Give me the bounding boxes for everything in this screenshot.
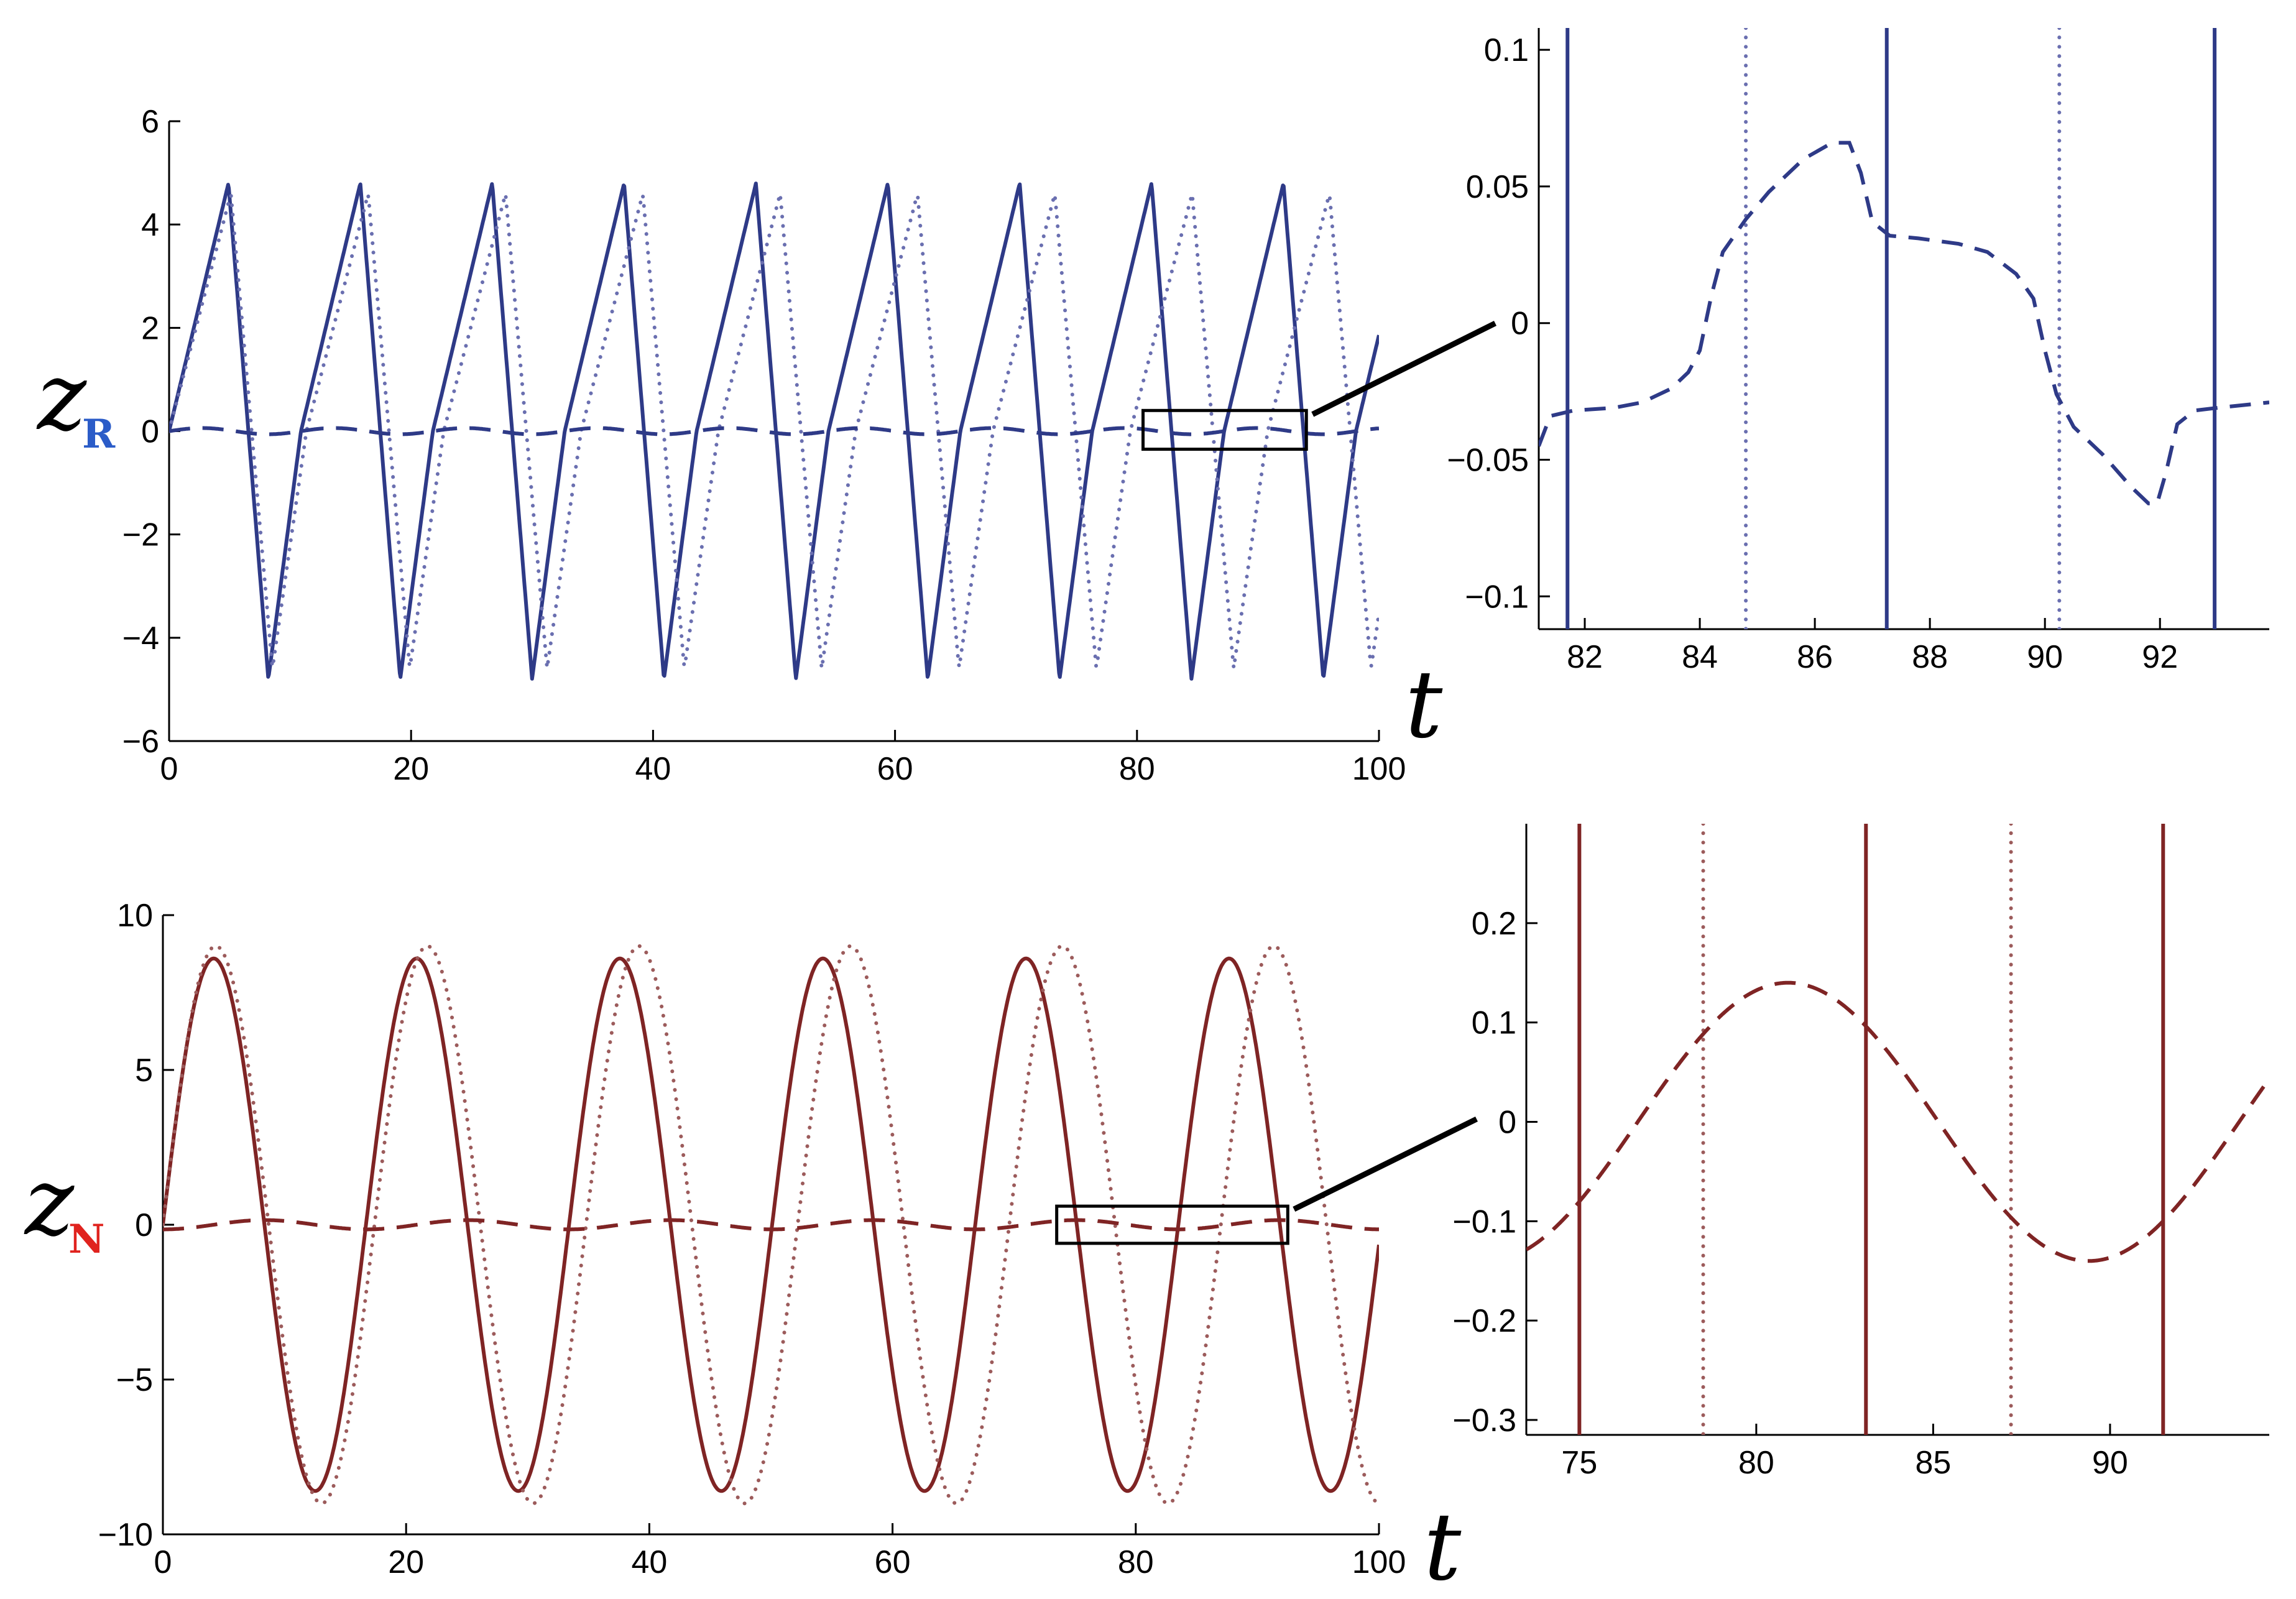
plot-area <box>169 182 1379 681</box>
series-dashed <box>1526 980 2269 1263</box>
x-tick-label: 80 <box>1738 1445 1774 1481</box>
series-dotted <box>163 944 1379 1506</box>
x-tick-label: 40 <box>631 1544 667 1580</box>
x-tick-label: 82 <box>1567 639 1603 675</box>
series-solid <box>169 182 1379 681</box>
y-tick-label: 0 <box>1498 1105 1516 1141</box>
x-tick-label: 60 <box>877 751 913 787</box>
zR-zoom-plot: 0.1 0.05 0 −0.05 −0.1 82 84 86 88 90 92 <box>1447 28 2269 675</box>
x-tick-label: 0 <box>154 1544 172 1580</box>
x-tick-label: 40 <box>635 751 671 787</box>
y-tick-label: 4 <box>141 207 159 243</box>
zoom-connector-line <box>1293 1116 1478 1212</box>
series-dashed <box>1539 141 2269 505</box>
zoom-box <box>1055 1204 1289 1245</box>
y-tick-label: −0.1 <box>1465 579 1529 615</box>
x-tick-label: 80 <box>1119 751 1155 787</box>
x-tick-label: 0 <box>160 751 178 787</box>
x-tick-label: 90 <box>2027 639 2063 675</box>
x-tick-label: 20 <box>388 1544 424 1580</box>
plot-area <box>163 944 1379 1506</box>
y-tick-label: −0.05 <box>1447 442 1529 478</box>
zoom-connectors <box>1293 320 1497 1212</box>
y-tick-label: 10 <box>117 898 153 934</box>
x-tick-label: 86 <box>1797 639 1833 675</box>
x-tick-label: 100 <box>1352 751 1406 787</box>
y-tick-label: −4 <box>122 620 159 657</box>
zN-zoom-plot: 0.2 0.1 0 −0.1 −0.2 −0.3 75 80 85 90 <box>1452 824 2269 1481</box>
series-dashed <box>163 1218 1379 1232</box>
y-tick-label: −6 <box>122 724 159 760</box>
y-tick-label: −5 <box>116 1362 153 1398</box>
y-tick-label: 6 <box>141 104 159 140</box>
zN-ylabel: z <box>24 1148 75 1256</box>
zoom-connector-line <box>1311 320 1497 417</box>
series-dotted <box>169 188 1379 671</box>
x-tick-label: 85 <box>1915 1445 1951 1481</box>
y-tick-label: 2 <box>141 310 159 346</box>
y-tick-label: 0 <box>135 1207 153 1243</box>
y-tick-label: −0.2 <box>1452 1303 1516 1339</box>
y-tick-label: 0.1 <box>1484 32 1529 68</box>
y-tick-label: −2 <box>122 517 159 553</box>
plot-area <box>1539 28 2269 629</box>
y-tick-label: 0.2 <box>1472 906 1516 942</box>
x-tick-label: 20 <box>393 751 429 787</box>
y-tick-label: 5 <box>135 1053 153 1089</box>
zN-ylabel-subscript: N <box>68 1216 105 1263</box>
zN-xlabel: t <box>1424 1493 1462 1599</box>
y-tick-label: 0 <box>1511 306 1529 342</box>
zR-ylabel-subscript: R <box>82 411 116 458</box>
y-tick-label: −10 <box>98 1517 153 1553</box>
y-tick-label: 0 <box>141 414 159 450</box>
x-tick-label: 80 <box>1118 1544 1154 1580</box>
series-dashed <box>169 426 1379 436</box>
x-tick-label: 90 <box>2092 1445 2128 1481</box>
x-tick-label: 84 <box>1682 639 1718 675</box>
y-tick-label: 0.05 <box>1466 169 1529 205</box>
y-tick-label: 0.1 <box>1472 1005 1516 1041</box>
y-tick-label: −0.3 <box>1452 1403 1516 1439</box>
zR-xlabel: t <box>1405 651 1443 759</box>
zoom-box <box>1141 408 1308 451</box>
x-tick-label: 60 <box>875 1544 911 1580</box>
x-tick-label: 88 <box>1912 639 1948 675</box>
x-tick-label: 75 <box>1561 1445 1597 1481</box>
x-tick-label: 92 <box>2142 639 2178 675</box>
plot-area <box>1526 824 2269 1435</box>
y-tick-label: −0.1 <box>1452 1204 1516 1240</box>
x-tick-label: 100 <box>1352 1544 1406 1580</box>
zR-ylabel: z <box>36 343 87 451</box>
